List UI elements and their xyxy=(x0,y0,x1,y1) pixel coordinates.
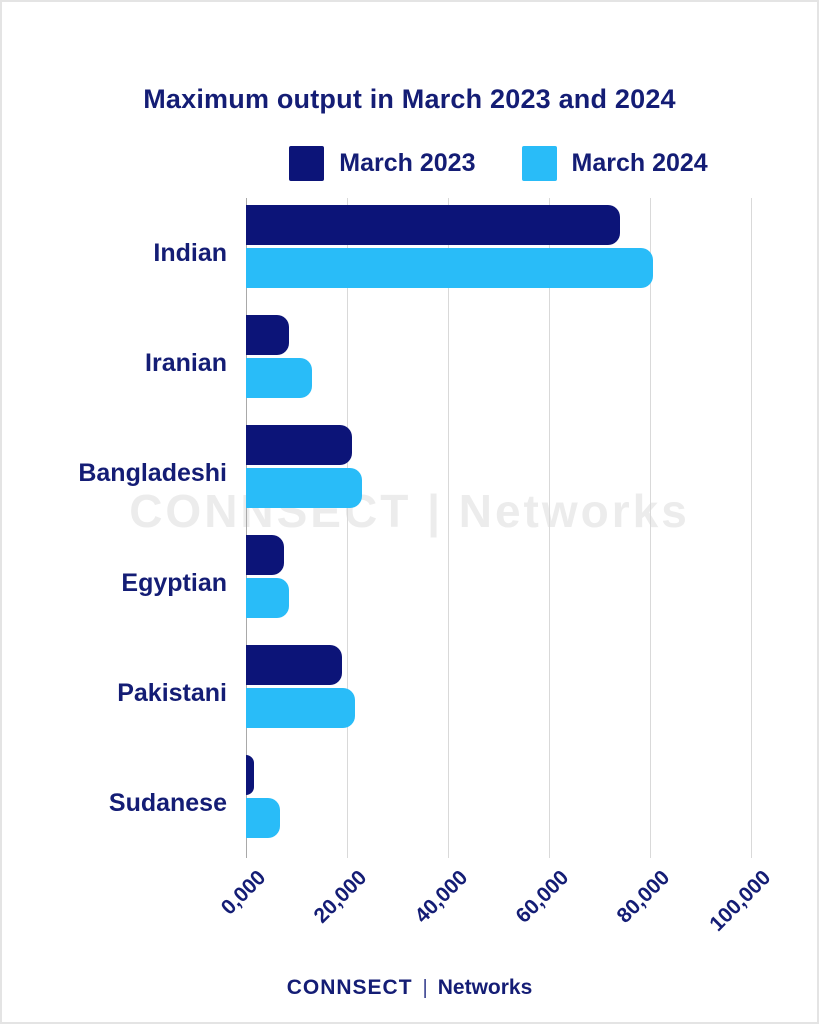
chart-title: Maximum output in March 2023 and 2024 xyxy=(143,84,676,114)
legend-item-march-2024: March 2024 xyxy=(521,146,708,181)
gridline xyxy=(347,198,348,858)
x-tick-label: 40,000 xyxy=(410,866,473,928)
footer-name-text: Networks xyxy=(437,976,533,999)
x-tick-label: 80,000 xyxy=(612,866,675,928)
bar-indian-march-2024 xyxy=(246,248,653,288)
watermark: CONNSECT | Networks xyxy=(129,485,690,537)
gridline xyxy=(751,198,752,858)
chart-row-pakistani: Pakistani xyxy=(117,638,751,748)
category-label-egyptian: Egyptian xyxy=(121,568,227,597)
gridline xyxy=(448,198,449,858)
footer-logo: CONNSECT | Networks xyxy=(2,976,817,1000)
legend-swatch-march-2023-icon xyxy=(289,146,325,181)
legend-label-march-2023: March 2023 xyxy=(339,149,476,177)
x-tick-label: 100,000 xyxy=(705,866,776,936)
bar-iranian-march-2023 xyxy=(246,315,289,355)
bar-sudanese-march-2023 xyxy=(246,755,254,795)
gridline xyxy=(549,198,550,858)
bar-egyptian-march-2024 xyxy=(246,578,289,618)
chart-row-sudanese: Sudanese xyxy=(109,748,751,858)
footer-brand-text: CONNSECT xyxy=(286,976,413,999)
gridline xyxy=(650,198,651,858)
bar-bangladeshi-march-2024 xyxy=(246,468,362,508)
legend-item-march-2023: March 2023 xyxy=(289,146,476,181)
legend-label-march-2024: March 2024 xyxy=(571,149,708,177)
footer-separator: | xyxy=(422,977,428,999)
category-label-iranian: Iranian xyxy=(145,348,227,377)
bar-indian-march-2023 xyxy=(246,205,620,245)
chart-row-iranian: Iranian xyxy=(145,308,751,418)
bar-sudanese-march-2024 xyxy=(246,798,280,838)
x-tick-label: 20,000 xyxy=(309,866,372,928)
bar-iranian-march-2024 xyxy=(246,358,312,398)
y-axis-line xyxy=(246,198,247,858)
bar-pakistani-march-2024 xyxy=(246,688,355,728)
category-label-indian: Indian xyxy=(153,238,227,267)
chart-row-indian: Indian xyxy=(153,198,751,308)
legend: March 2023 March 2024 xyxy=(246,146,751,181)
bar-chart-plot-area: Indian Iranian Bangladeshi Egyptian Pakistan… xyxy=(78,198,775,936)
x-tick-label: 0,000 xyxy=(216,866,271,920)
legend-swatch-march-2024-icon xyxy=(521,146,557,181)
category-label-bangladeshi: Bangladeshi xyxy=(78,458,227,487)
bar-pakistani-march-2023 xyxy=(246,645,342,685)
bar-bangladeshi-march-2023 xyxy=(246,425,352,465)
category-label-sudanese: Sudanese xyxy=(108,788,227,817)
x-tick-label: 60,000 xyxy=(511,866,574,928)
chart-row-egyptian: Egyptian xyxy=(121,528,751,638)
bar-egyptian-march-2023 xyxy=(246,535,284,575)
category-label-pakistani: Pakistani xyxy=(117,678,227,707)
chart-row-bangladeshi: Bangladeshi xyxy=(78,418,751,528)
